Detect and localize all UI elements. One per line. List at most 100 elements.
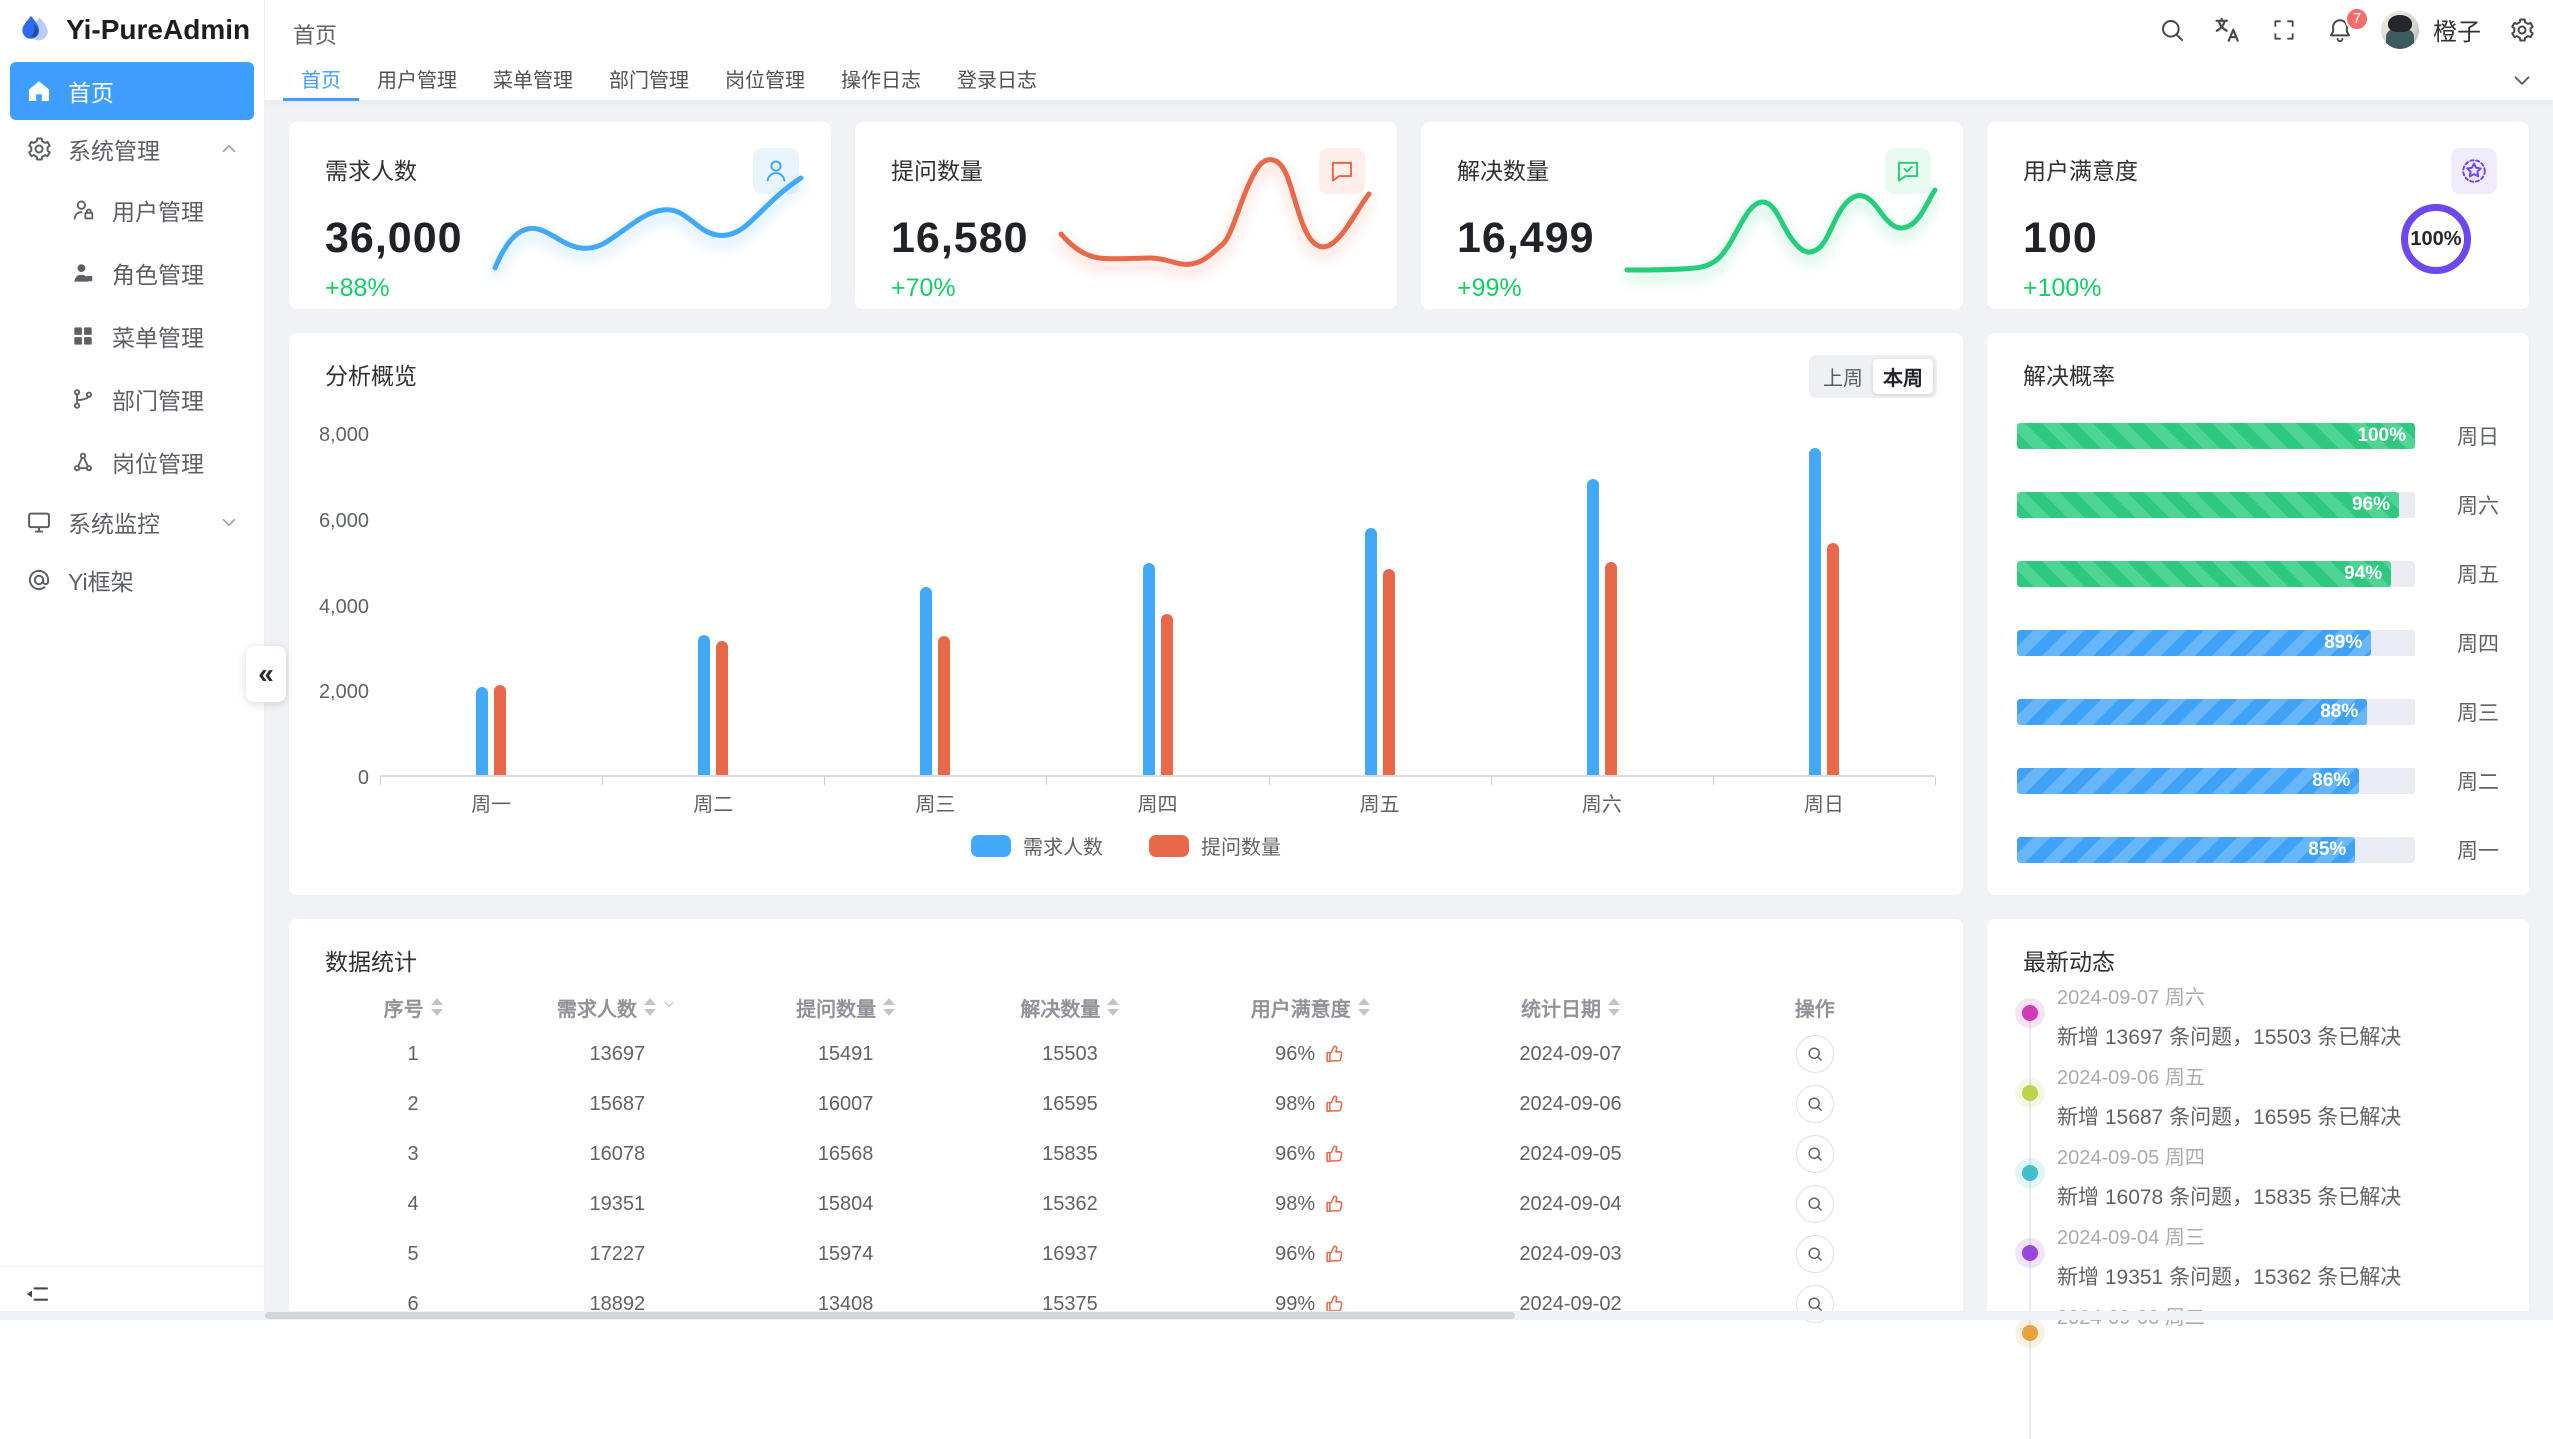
settings-gear-icon[interactable] [2507, 15, 2537, 45]
tab-操作日志[interactable]: 操作日志 [823, 59, 939, 101]
breadcrumb[interactable]: 首页 [293, 18, 337, 50]
row-view-button[interactable] [1796, 1185, 1834, 1223]
username[interactable]: 橙子 [2433, 12, 2481, 47]
app-logo[interactable]: Yi-PureAdmin [0, 0, 264, 58]
column-header-用户满意度[interactable]: 用户满意度 [1182, 993, 1438, 1022]
thumbs-up-icon [1323, 1093, 1345, 1115]
tab-菜单管理[interactable]: 菜单管理 [475, 59, 591, 101]
tab-用户管理[interactable]: 用户管理 [359, 59, 475, 101]
column-header-提问数量[interactable]: 提问数量 [734, 993, 958, 1022]
bar-提问数量[interactable] [938, 636, 950, 775]
translate-icon[interactable] [2213, 15, 2243, 45]
sidebar-item-首页[interactable]: 首页 [10, 62, 254, 120]
fullscreen-icon[interactable] [2269, 15, 2299, 45]
bar-提问数量[interactable] [1161, 614, 1173, 775]
sidebar-collapse-handle[interactable]: « [246, 646, 286, 702]
sidebar-item-部门管理[interactable]: 部门管理 [10, 367, 254, 430]
x-axis-label: 周二 [663, 788, 763, 817]
bar-提问数量[interactable] [1827, 543, 1839, 775]
home-icon [24, 76, 54, 106]
satisfaction-value: 96% [1275, 1243, 1315, 1266]
tab-登录日志[interactable]: 登录日志 [939, 59, 1055, 101]
tab-首页[interactable]: 首页 [283, 59, 359, 101]
tab-部门管理[interactable]: 部门管理 [591, 59, 707, 101]
sidebar-item-系统管理[interactable]: 系统管理 [10, 120, 254, 178]
bar-需求人数[interactable] [1365, 528, 1377, 775]
solve-rate-row: 100%周日 [2017, 423, 2499, 449]
latest-activity-card: 最新动态 2024-09-07 周六新增 13697 条问题，15503 条已解… [1987, 919, 2529, 1439]
range-上周[interactable]: 上周 [1813, 359, 1873, 394]
bar-提问数量[interactable] [716, 641, 728, 775]
sort-carets-icon[interactable] [644, 998, 656, 1016]
avatar[interactable] [2381, 11, 2419, 49]
column-header-label: 操作 [1795, 993, 1835, 1022]
tab-岗位管理[interactable]: 岗位管理 [707, 59, 823, 101]
row-view-button[interactable] [1796, 1235, 1834, 1273]
bar-提问数量[interactable] [1605, 562, 1617, 775]
bar-需求人数[interactable] [1143, 563, 1155, 775]
tabs-dropdown-chevron-icon[interactable] [2509, 67, 2535, 98]
horizontal-scrollbar[interactable] [0, 1311, 2553, 1320]
bar-提问数量[interactable] [1383, 569, 1395, 775]
legend-item-提问数量[interactable]: 提问数量 [1149, 831, 1281, 860]
thumbs-up-icon [1323, 1193, 1345, 1215]
stat-card-delta: +99% [1457, 274, 1522, 303]
legend-item-需求人数[interactable]: 需求人数 [971, 831, 1103, 860]
fold-sidebar-icon[interactable] [22, 1279, 52, 1309]
sort-carets-icon[interactable] [1358, 998, 1370, 1016]
stat-card-delta: +100% [2023, 274, 2102, 303]
sort-carets-icon[interactable] [1608, 998, 1620, 1016]
x-axis-label: 周四 [1108, 788, 1208, 817]
sidebar-item-系统监控[interactable]: 系统监控 [10, 493, 254, 551]
sidebar-item-label: 用户管理 [112, 193, 204, 227]
column-header-label: 需求人数 [557, 993, 637, 1022]
table-cell: 16007 [734, 1093, 958, 1116]
sidebar: Yi-PureAdmin 首页系统管理用户管理角色管理菜单管理部门管理岗位管理系… [0, 0, 265, 1320]
bar-提问数量[interactable] [494, 685, 506, 775]
sort-carets-icon[interactable] [431, 998, 443, 1016]
timeline-item: 2024-09-04 周三新增 19351 条问题，15362 条已解决 [2057, 1221, 2513, 1291]
bar-需求人数[interactable] [1587, 479, 1599, 775]
user-filled-icon [68, 258, 98, 288]
table-cell: 3 [325, 1143, 501, 1166]
stat-card-value: 36,000 [325, 214, 463, 263]
search-icon[interactable] [2157, 15, 2187, 45]
sort-carets-icon[interactable] [883, 998, 895, 1016]
sidebar-item-角色管理[interactable]: 角色管理 [10, 241, 254, 304]
sort-carets-icon[interactable] [1107, 998, 1119, 1016]
timeline-text: 新增 13697 条问题，15503 条已解决 [2057, 1021, 2513, 1051]
bell-icon[interactable]: 7 [2325, 15, 2355, 45]
overview-title: 分析概览 [325, 357, 417, 391]
column-header-需求人数[interactable]: 需求人数 [501, 993, 733, 1022]
bar-需求人数[interactable] [1809, 448, 1821, 775]
sidebar-item-Yi框架[interactable]: Yi框架 [10, 551, 254, 609]
sidebar-item-用户管理[interactable]: 用户管理 [10, 178, 254, 241]
row-view-button[interactable] [1796, 1085, 1834, 1123]
sidebar-item-label: 系统监控 [68, 505, 160, 539]
stat-card-value: 100 [2023, 214, 2098, 263]
sidebar-item-菜单管理[interactable]: 菜单管理 [10, 304, 254, 367]
sidebar-item-label: 首页 [68, 74, 114, 108]
header-actions: 7 橙子 [2157, 0, 2537, 59]
bar-需求人数[interactable] [698, 635, 710, 775]
filter-chevron-icon[interactable] [660, 995, 678, 1019]
column-header-统计日期[interactable]: 统计日期 [1438, 993, 1702, 1022]
column-header-解决数量[interactable]: 解决数量 [958, 993, 1182, 1022]
table-cell: 2024-09-03 [1438, 1243, 1702, 1266]
range-本周[interactable]: 本周 [1873, 359, 1933, 394]
row-view-button[interactable] [1796, 1135, 1834, 1173]
row-view-button[interactable] [1796, 1035, 1834, 1073]
column-header-序号[interactable]: 序号 [325, 993, 501, 1022]
legend-label: 提问数量 [1201, 831, 1281, 860]
y-axis-label: 2,000 [297, 681, 369, 704]
bar-需求人数[interactable] [920, 587, 932, 775]
timeline-date: 2024-09-04 周三 [2057, 1221, 2513, 1250]
table-cell: 17227 [501, 1243, 733, 1266]
horizontal-scrollbar-thumb[interactable] [265, 1312, 1515, 1319]
bar-需求人数[interactable] [476, 687, 488, 775]
sidebar-item-label: 菜单管理 [112, 319, 204, 353]
monitor-icon [24, 507, 54, 537]
sidebar-item-岗位管理[interactable]: 岗位管理 [10, 430, 254, 493]
stat-card-delta: +70% [891, 274, 956, 303]
